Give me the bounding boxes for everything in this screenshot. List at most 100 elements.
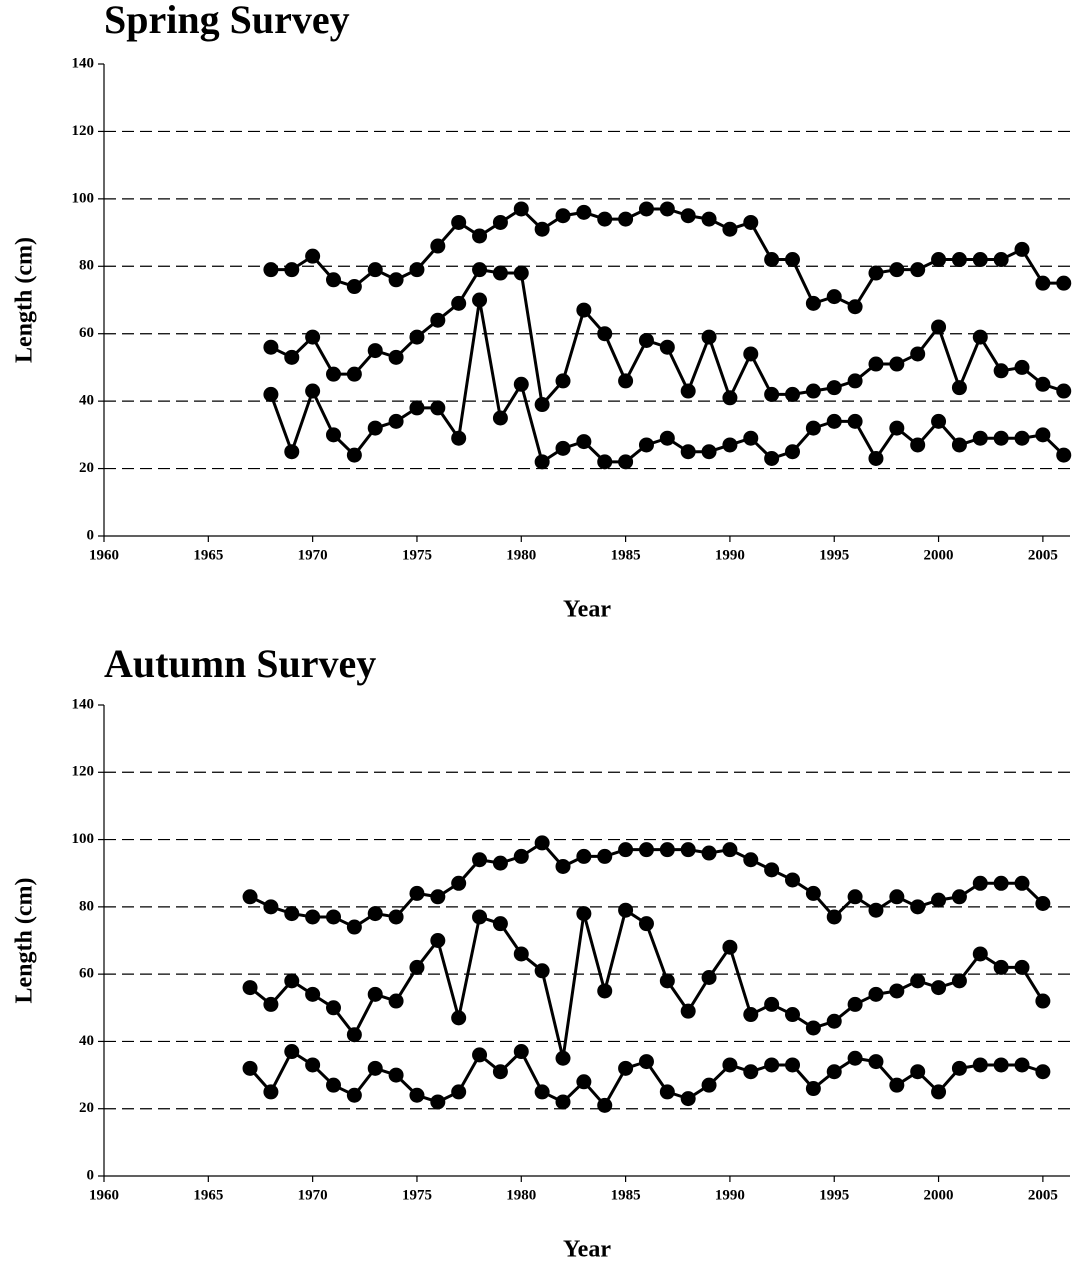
data-point (638, 1054, 654, 1070)
x-axis-label: Year (563, 1237, 611, 1263)
data-point (1035, 275, 1051, 291)
data-point (409, 959, 425, 975)
data-point (1056, 275, 1072, 291)
data-point (305, 329, 321, 345)
data-point (993, 363, 1009, 379)
data-point (597, 983, 613, 999)
data-point (409, 1087, 425, 1103)
data-point (1035, 376, 1051, 392)
data-point (367, 906, 383, 922)
data-point (951, 1060, 967, 1076)
data-point (826, 909, 842, 925)
x-tick-label: 2000 (924, 547, 954, 563)
data-point (513, 1044, 529, 1060)
data-point (1056, 383, 1072, 399)
data-point (743, 1007, 759, 1023)
data-point (388, 413, 404, 429)
data-point (722, 842, 738, 858)
data-point (305, 383, 321, 399)
data-point (785, 252, 801, 268)
data-point (534, 1084, 550, 1100)
x-tick-label: 1970 (298, 1187, 328, 1203)
data-point (555, 1050, 571, 1066)
data-point (805, 1081, 821, 1097)
data-point (451, 295, 467, 311)
data-point (701, 329, 717, 345)
x-tick-label: 1965 (193, 1187, 223, 1203)
data-point (305, 248, 321, 264)
data-point (555, 440, 571, 456)
data-point (576, 848, 592, 864)
data-point (388, 993, 404, 1009)
data-point (680, 1003, 696, 1019)
series-line (270, 268, 1065, 408)
data-point (618, 454, 634, 470)
data-point (743, 852, 759, 868)
data-point (472, 852, 488, 868)
data-point (284, 906, 300, 922)
data-point (284, 973, 300, 989)
data-point (242, 889, 258, 905)
y-tick-label: 60 (79, 966, 94, 982)
data-point (534, 221, 550, 237)
data-point (868, 356, 884, 372)
data-point (764, 996, 780, 1012)
data-point (1035, 427, 1051, 443)
data-point (701, 1077, 717, 1093)
data-point (430, 1094, 446, 1110)
y-tick-label: 140 (72, 55, 95, 71)
y-tick-label: 80 (79, 898, 94, 914)
data-point (534, 397, 550, 413)
y-tick-label: 20 (79, 460, 94, 476)
data-point (430, 312, 446, 328)
data-point (951, 380, 967, 396)
x-tick-label: 1975 (402, 1187, 432, 1203)
data-point (367, 986, 383, 1002)
data-point (638, 842, 654, 858)
data-point (638, 332, 654, 348)
data-point (326, 1000, 342, 1016)
data-point (1014, 875, 1030, 891)
data-point (472, 909, 488, 925)
data-point (951, 252, 967, 268)
data-point (242, 1060, 258, 1076)
data-point (1014, 241, 1030, 257)
x-tick-label: 1990 (715, 547, 745, 563)
data-point (576, 204, 592, 220)
data-point (931, 1084, 947, 1100)
data-point (722, 390, 738, 406)
data-point (367, 420, 383, 436)
data-point (534, 835, 550, 851)
data-point (889, 356, 905, 372)
data-point (388, 349, 404, 365)
data-point (931, 319, 947, 335)
data-point (1035, 993, 1051, 1009)
data-point (931, 252, 947, 268)
data-point (326, 366, 342, 382)
data-point (618, 842, 634, 858)
data-point (1014, 359, 1030, 375)
data-point (430, 238, 446, 254)
data-point (597, 211, 613, 227)
data-point (868, 986, 884, 1002)
data-point (764, 450, 780, 466)
data-point (638, 916, 654, 932)
x-tick-label: 1960 (89, 547, 119, 563)
chart-title: Autumn Survey (104, 641, 376, 686)
data-point (701, 845, 717, 861)
data-point (638, 437, 654, 453)
data-point (847, 373, 863, 389)
data-point (326, 272, 342, 288)
data-point (972, 329, 988, 345)
data-point (993, 430, 1009, 446)
data-point (597, 326, 613, 342)
data-point (764, 386, 780, 402)
data-point (910, 899, 926, 915)
data-point (555, 858, 571, 874)
data-point (451, 1084, 467, 1100)
data-point (680, 1091, 696, 1107)
data-point (576, 906, 592, 922)
data-point (889, 983, 905, 999)
data-point (326, 427, 342, 443)
x-tick-label: 1960 (89, 1187, 119, 1203)
